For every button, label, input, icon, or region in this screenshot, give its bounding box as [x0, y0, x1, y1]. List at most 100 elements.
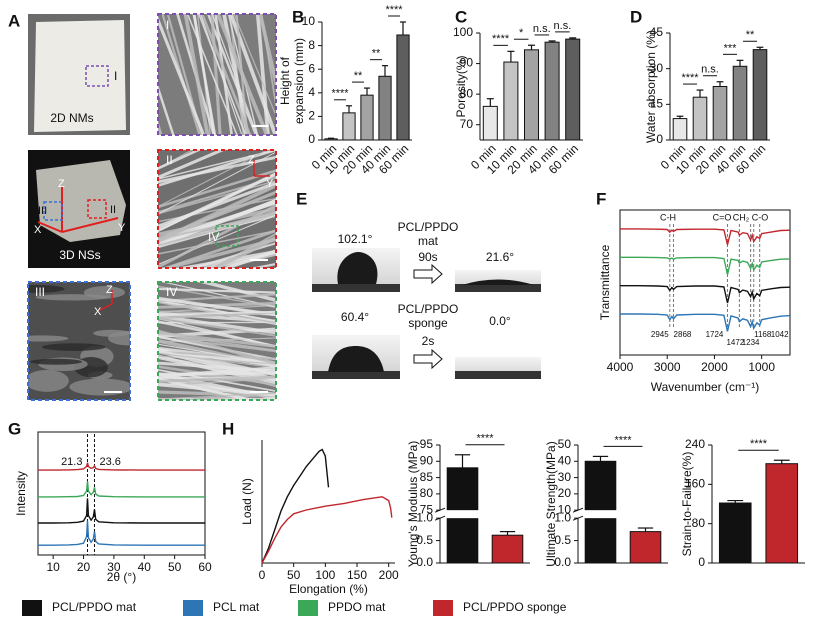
fiber [210, 14, 222, 135]
micrograph-label: IV [166, 285, 177, 299]
y-tick-label: 10 [558, 502, 572, 516]
bar [503, 61, 519, 141]
x-tick-label: 10 [47, 560, 61, 574]
significance-label: ** [372, 48, 381, 60]
peak-label: 1234 [742, 338, 760, 347]
bar [523, 49, 540, 141]
fiber [260, 14, 276, 111]
roi-label: II [110, 204, 116, 216]
x-tick-label: 20 [77, 560, 91, 574]
y-tick-label: 0 [698, 555, 705, 569]
significance-label: **** [331, 88, 349, 100]
axis-break [432, 510, 532, 519]
fiber [160, 282, 276, 308]
fiber [200, 14, 252, 135]
photo-caption: 3D NSs [59, 248, 100, 262]
fiber [158, 214, 276, 266]
fiber [158, 304, 276, 313]
bar [718, 502, 752, 564]
micrograph-border [27, 281, 131, 401]
micrograph-label: II [166, 153, 173, 167]
contact-angle: 102.1° [338, 232, 373, 246]
fiber [158, 349, 276, 368]
fiber [222, 14, 250, 135]
bar [712, 86, 728, 141]
x-tick-label: 40 [138, 560, 152, 574]
y-tick-label: 10 [302, 14, 316, 28]
fiber [196, 282, 276, 302]
y-tick-label: 75 [420, 502, 434, 516]
fiber [211, 235, 276, 268]
fiber [158, 332, 276, 352]
bar [732, 65, 748, 141]
fiber [192, 14, 217, 135]
flake [30, 358, 83, 365]
droplet [337, 252, 378, 284]
y-tick-label: 70 [460, 117, 474, 131]
fiber [158, 346, 276, 365]
bar [692, 96, 708, 141]
fiber [158, 150, 226, 180]
fiber [158, 349, 276, 382]
micrograph-label: I [166, 18, 169, 32]
time-label: 2s [422, 334, 435, 348]
contact-angle: 60.4° [341, 310, 369, 324]
fiber [158, 377, 276, 387]
fiber [158, 212, 276, 247]
fiber [158, 183, 276, 244]
fiber [158, 150, 202, 170]
fiber [158, 151, 276, 215]
y-tick-label: 240 [685, 437, 705, 451]
fiber [158, 203, 276, 268]
panel-label: G [8, 419, 21, 438]
fiber [215, 14, 269, 135]
sample-label: sponge [408, 316, 448, 330]
y-tick-label: 0.0 [554, 555, 571, 569]
y-axis-label: Porosity(%) [454, 55, 468, 117]
flake [35, 294, 110, 301]
droplet [328, 346, 384, 372]
fiber [158, 329, 276, 366]
y-tick-label: 80 [692, 516, 706, 530]
roi-label: IV [208, 230, 219, 244]
y-tick-label: 0.0 [416, 555, 433, 569]
peak-label: 1724 [706, 330, 724, 339]
x-tick-label: 60 [198, 560, 212, 574]
sample-label: PCL/PPDO [398, 302, 459, 316]
y-tick-label: 80 [460, 86, 474, 100]
fiber [221, 249, 276, 268]
fiber [158, 169, 276, 209]
micrograph-border [157, 281, 277, 401]
bar [482, 105, 498, 141]
fiber [158, 372, 276, 400]
flake [28, 369, 69, 392]
bar [360, 94, 374, 141]
bar [629, 531, 662, 564]
fiber [158, 310, 276, 316]
bar [544, 41, 560, 141]
flake [28, 284, 65, 293]
roi-label: III [38, 205, 47, 217]
axis-arrow [37, 221, 63, 233]
y-tick-label: 95 [420, 437, 434, 451]
y-tick-label: 80 [420, 486, 434, 500]
roi-label: I [114, 69, 117, 83]
fiber [158, 198, 276, 248]
contact-angle: 21.6° [486, 250, 514, 264]
x-tick-label: 200 [379, 568, 399, 582]
flake [41, 343, 106, 351]
legend-swatch [183, 600, 203, 616]
fiber [158, 343, 276, 365]
fiber-texture [158, 14, 276, 135]
fiber [161, 14, 201, 135]
panel-label: B [292, 7, 304, 26]
x-tick-label: 1000 [748, 360, 775, 374]
axis-letter: Z [58, 178, 65, 190]
y-tick-label: 20 [558, 486, 572, 500]
fiber [158, 171, 276, 232]
fiber [158, 210, 276, 244]
fiber [158, 317, 276, 347]
fiber [233, 14, 276, 118]
panel-label: H [222, 419, 234, 438]
x-tick-label: 50 [287, 568, 301, 582]
